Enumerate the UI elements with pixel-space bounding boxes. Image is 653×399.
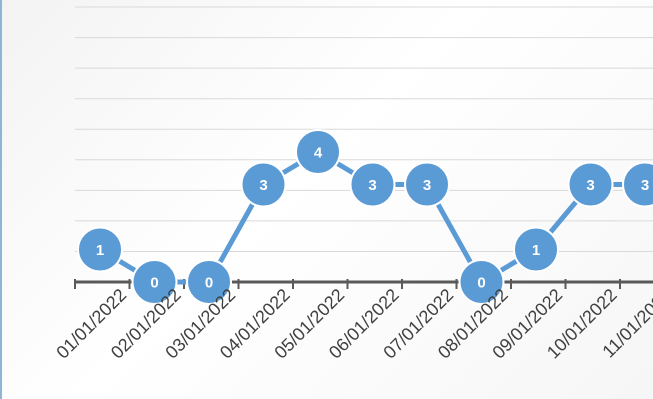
- gridlines: [75, 6, 653, 252]
- data-point-marker: [131, 259, 178, 305]
- data-point-marker: [458, 259, 505, 305]
- data-point-marker: [622, 161, 653, 208]
- data-point-marker: [186, 259, 232, 305]
- data-point-label: 0: [205, 275, 213, 292]
- data-point-marker: [240, 161, 287, 208]
- data-point-label: 3: [423, 177, 431, 194]
- data-point-marker: [404, 161, 450, 208]
- data-point-label: 3: [641, 177, 649, 194]
- data-point-marker: [349, 161, 396, 208]
- data-point-label: 1: [532, 242, 540, 259]
- data-point-label: 3: [586, 177, 594, 194]
- data-point-label: 0: [150, 275, 158, 292]
- data-point-label: 0: [477, 275, 485, 292]
- data-point-marker: [567, 161, 614, 208]
- data-markers: 1 0 0 3 4 3 3 0 1 3 3: [77, 129, 653, 305]
- data-point-label: 3: [259, 177, 267, 194]
- data-point-label: 1: [96, 242, 104, 259]
- data-point-marker: [77, 226, 123, 273]
- data-point-label: 4: [314, 145, 323, 162]
- data-point-marker: [513, 226, 559, 273]
- data-point-label: 3: [368, 177, 376, 194]
- data-point-marker: [295, 129, 341, 175]
